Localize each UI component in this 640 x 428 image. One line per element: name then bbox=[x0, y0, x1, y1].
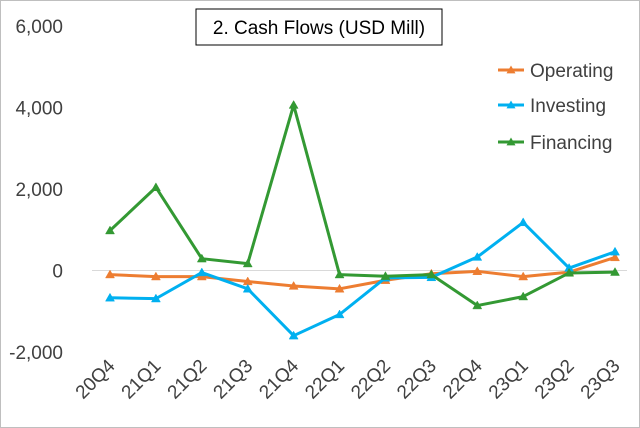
x-tick-label: 22Q3 bbox=[393, 356, 441, 404]
x-tick-label: 22Q2 bbox=[347, 356, 395, 404]
operating-point bbox=[288, 280, 299, 290]
series-investing bbox=[105, 217, 620, 340]
x-tick-label: 21Q4 bbox=[255, 355, 303, 403]
legend-label: Operating bbox=[530, 61, 613, 82]
operating-point bbox=[105, 269, 115, 279]
investing-point bbox=[288, 330, 299, 340]
financing-point bbox=[472, 300, 483, 310]
y-tick-label: 4,000 bbox=[15, 99, 63, 120]
legend-item-operating: Operating bbox=[498, 61, 613, 82]
financing-point bbox=[380, 271, 391, 280]
x-tick-label: 21Q1 bbox=[118, 356, 166, 404]
x-tick-label: 22Q1 bbox=[301, 356, 349, 404]
investing-point bbox=[196, 267, 207, 277]
legend: Operating Investing Financing bbox=[498, 61, 613, 154]
investing-point bbox=[242, 283, 253, 293]
financing-point bbox=[518, 291, 529, 301]
y-axis-ticks: -2,000 0 2,000 4,000 6,000 bbox=[9, 17, 63, 364]
legend-item-financing: Financing bbox=[498, 133, 612, 154]
operating-point bbox=[334, 283, 345, 293]
investing-point bbox=[472, 252, 483, 261]
operating-point bbox=[472, 266, 483, 275]
x-tick-label: 21Q2 bbox=[164, 356, 212, 404]
legend-marker bbox=[506, 137, 516, 146]
y-tick-label: 0 bbox=[52, 262, 63, 283]
financing-point bbox=[242, 258, 253, 268]
x-tick-label: 23Q3 bbox=[577, 356, 625, 404]
operating-point bbox=[518, 271, 529, 281]
chart-title: 2. Cash Flows (USD Mill) bbox=[195, 8, 443, 46]
investing-point bbox=[150, 293, 161, 303]
investing-line bbox=[108, 220, 617, 338]
financing-point bbox=[426, 269, 437, 279]
x-tick-label: 23Q2 bbox=[531, 356, 579, 404]
legend-label: Investing bbox=[530, 96, 606, 117]
operating-point bbox=[150, 271, 161, 281]
legend-marker bbox=[506, 100, 516, 109]
financing-point bbox=[564, 267, 575, 277]
financing-point bbox=[334, 269, 345, 279]
series-financing bbox=[105, 100, 620, 310]
operating-point bbox=[610, 252, 620, 262]
chart-title-text: 2. Cash Flows (USD Mill) bbox=[213, 18, 425, 39]
legend-item-investing: Investing bbox=[498, 96, 606, 117]
investing-point bbox=[105, 292, 115, 302]
financing-line bbox=[108, 103, 617, 308]
legend-marker bbox=[506, 65, 516, 74]
x-tick-label: 21Q3 bbox=[210, 356, 258, 404]
x-axis-ticks: 20Q421Q121Q221Q321Q422Q122Q222Q322Q423Q1… bbox=[72, 355, 625, 403]
financing-point bbox=[610, 267, 620, 276]
series-layer bbox=[105, 100, 620, 340]
financing-point bbox=[288, 100, 299, 109]
y-tick-label: 6,000 bbox=[15, 17, 63, 38]
y-tick-label: -2,000 bbox=[9, 343, 63, 364]
legend-label: Financing bbox=[530, 133, 612, 154]
investing-point bbox=[610, 246, 620, 256]
x-tick-label: 20Q4 bbox=[72, 355, 120, 403]
investing-point bbox=[518, 217, 529, 227]
x-tick-label: 23Q1 bbox=[485, 356, 533, 404]
operating-line bbox=[108, 255, 617, 291]
financing-point bbox=[105, 225, 115, 235]
investing-point bbox=[334, 309, 345, 319]
financing-point bbox=[196, 253, 207, 263]
chart-title-box bbox=[195, 8, 443, 46]
y-tick-label: 2,000 bbox=[15, 180, 63, 201]
x-tick-label: 22Q4 bbox=[439, 355, 487, 403]
financing-point bbox=[150, 182, 161, 191]
